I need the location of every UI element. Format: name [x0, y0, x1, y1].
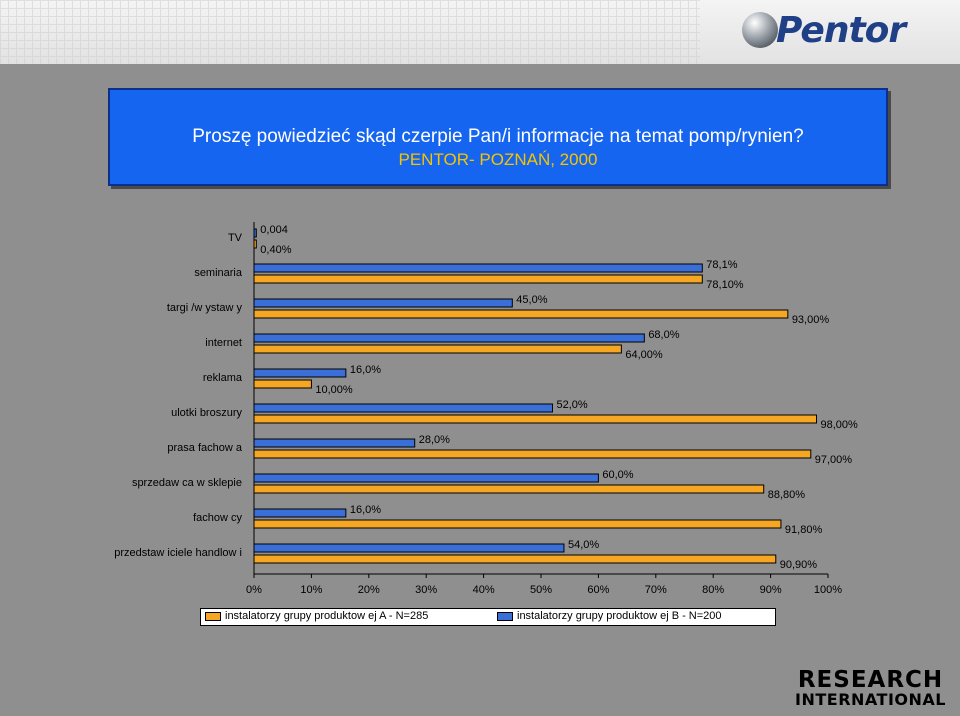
data-label-series-b: 28,0%: [419, 434, 450, 446]
data-label-series-b: 45,0%: [516, 294, 547, 306]
footer-line2: INTERNATIONAL: [795, 690, 946, 709]
category-label: targi /w ystaw y: [167, 302, 243, 314]
globe-icon: [742, 12, 778, 48]
category-label: przedstaw iciele handlow i: [114, 547, 242, 559]
data-label-series-b: 60,0%: [602, 469, 633, 481]
bar-series-b: [253, 543, 565, 553]
data-label-series-a: 93,00%: [792, 314, 830, 326]
legend: instalatorzy grupy produktow ej A - N=28…: [200, 608, 776, 626]
data-label-series-a: 10,00%: [315, 384, 353, 396]
data-label-series-a: 64,00%: [625, 349, 663, 361]
x-tick-label: 50%: [530, 584, 552, 596]
x-tick-label: 80%: [702, 584, 724, 596]
data-label-series-a: 97,00%: [815, 454, 853, 466]
chart-subtitle: PENTOR- POZNAŃ, 2000: [398, 150, 598, 169]
bar-series-b: [253, 333, 645, 343]
bar-series-a: [253, 274, 703, 284]
bar-series-b: [253, 228, 257, 238]
data-label-series-b: 54,0%: [568, 539, 599, 551]
category-label: internet: [205, 337, 242, 349]
bar-series-a: [253, 449, 812, 459]
category-label: ulotki broszury: [171, 407, 242, 419]
data-label-series-b: 78,1%: [706, 259, 737, 271]
legend-swatch-a: [205, 611, 221, 621]
legend-swatch-b: [497, 611, 513, 621]
category-label: seminaria: [194, 267, 243, 279]
bar-series-b: [253, 403, 553, 413]
data-label-series-b: 16,0%: [350, 364, 381, 376]
bar-series-b: [253, 368, 347, 378]
category-label: TV: [228, 232, 243, 244]
category-label: fachow cy: [193, 512, 242, 524]
research-international-logo: RESEARCH INTERNATIONAL: [795, 669, 946, 708]
x-tick-label: 100%: [814, 584, 842, 596]
bar-series-b: [253, 438, 416, 448]
data-label-series-b: 52,0%: [556, 399, 587, 411]
bar-series-b: [253, 263, 703, 273]
x-tick-label: 20%: [358, 584, 380, 596]
legend-label-a: instalatorzy grupy produktow ej A - N=28…: [225, 610, 429, 622]
legend-label-b: instalatorzy grupy produktow ej B - N=20…: [517, 610, 722, 622]
header-banner: Pentor: [0, 0, 960, 64]
x-tick-label: 90%: [760, 584, 782, 596]
data-label-series-a: 78,10%: [706, 279, 744, 291]
data-label-series-b: 68,0%: [648, 329, 679, 341]
bar-series-a: [253, 309, 789, 319]
category-label: sprzedaw ca w sklepie: [132, 477, 242, 489]
bar-series-a: [253, 414, 818, 424]
header-pattern: [0, 0, 700, 64]
data-label-series-a: 91,80%: [785, 524, 823, 536]
footer-line1: RESEARCH: [797, 667, 944, 693]
data-label-series-a: 90,90%: [780, 559, 818, 571]
data-label-series-b: 0,004: [260, 224, 288, 236]
category-label: prasa fachow a: [167, 442, 242, 454]
data-label-series-a: 0,40%: [260, 244, 291, 256]
bar-series-a: [253, 484, 765, 494]
title-box: Proszę powiedzieć skąd czerpie Pan/i inf…: [108, 88, 888, 186]
x-tick-label: 40%: [473, 584, 495, 596]
bar-series-b: [253, 298, 513, 308]
data-label-series-a: 88,80%: [768, 489, 806, 501]
pentor-logo: Pentor: [742, 8, 942, 56]
x-tick-label: 0%: [246, 584, 262, 596]
category-label: reklama: [203, 372, 243, 384]
bar-series-a: [253, 519, 782, 529]
bar-series-a: [253, 379, 312, 389]
bar-series-b: [253, 508, 347, 518]
legend-entry-a: instalatorzy grupy produktow ej A - N=28…: [205, 610, 428, 622]
bar-series-b: [253, 473, 599, 483]
chart-title: Proszę powiedzieć skąd czerpie Pan/i inf…: [192, 126, 804, 147]
legend-entry-b: instalatorzy grupy produktow ej B - N=20…: [497, 610, 722, 622]
x-tick-label: 10%: [300, 584, 322, 596]
bar-series-a: [253, 239, 257, 249]
data-label-series-a: 98,00%: [821, 419, 859, 431]
bar-series-a: [253, 554, 777, 564]
pentor-logo-text: Pentor: [776, 10, 906, 51]
x-tick-label: 60%: [587, 584, 609, 596]
x-tick-label: 70%: [645, 584, 667, 596]
x-tick-label: 30%: [415, 584, 437, 596]
data-label-series-b: 16,0%: [350, 504, 381, 516]
bar-series-a: [253, 344, 622, 354]
